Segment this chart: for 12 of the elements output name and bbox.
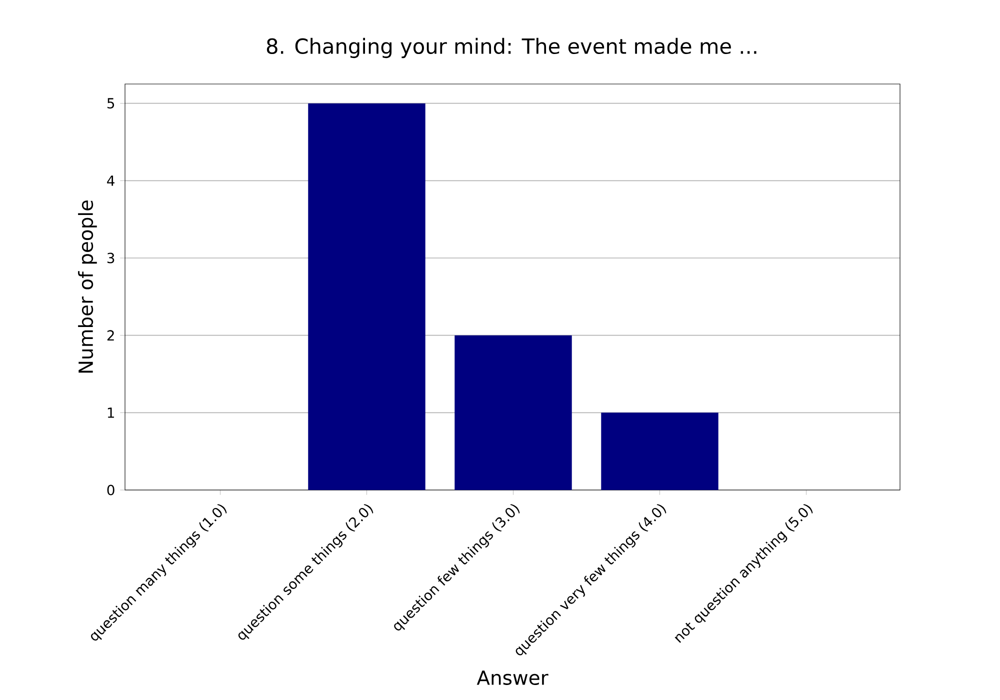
y-tick-label: 0 [107, 484, 114, 496]
x-axis-title: Answer [476, 670, 548, 686]
bar [601, 412, 718, 490]
y-tick-label: 2 [107, 330, 114, 340]
y-axis-title: Number of people [78, 200, 97, 373]
bar [308, 103, 426, 490]
y-tick-label: 5 [107, 98, 114, 108]
chart-title: 8. Changing your mind: The event made me ... [266, 38, 756, 58]
y-tick-label: 4 [107, 176, 114, 186]
y-tick-label: 3 [107, 252, 114, 264]
bar [454, 335, 572, 490]
y-tick-label: 1 [108, 408, 114, 418]
